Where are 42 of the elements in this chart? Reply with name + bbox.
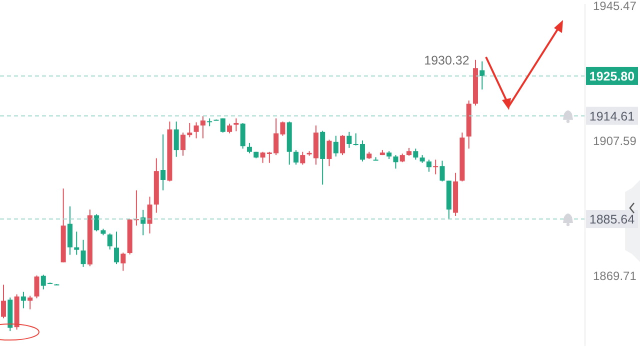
candlestick	[1, 284, 6, 319]
ref-line-label: 1914.61	[589, 109, 635, 124]
ref-line-label: 1885.64	[589, 212, 635, 227]
candlestick	[294, 150, 298, 166]
candlestick	[240, 122, 246, 150]
candlestick	[227, 123, 232, 134]
candlestick	[340, 134, 346, 156]
y-tick-label: 1907.59	[593, 134, 637, 148]
candlestick	[80, 239, 86, 268]
annotation: 1930.32	[424, 53, 470, 68]
candlestick	[480, 60, 485, 90]
candlestick	[120, 252, 126, 272]
candlestick	[346, 131, 352, 148]
candlestick	[147, 196, 152, 234]
candlestick	[160, 134, 166, 191]
candlestick	[413, 148, 418, 160]
candlestick	[246, 142, 252, 154]
candlestick	[67, 206, 72, 256]
candlestick	[393, 154, 398, 170]
candlestick	[326, 139, 332, 167]
candlestick	[74, 231, 80, 256]
y-tick-label: 1869.71	[593, 269, 637, 284]
candlestick	[426, 159, 432, 172]
candlestick	[20, 291, 26, 309]
candlestick	[107, 232, 112, 250]
candlestick	[220, 118, 226, 134]
candlestick	[28, 295, 33, 310]
candlestick	[433, 159, 438, 175]
candlestick	[234, 118, 239, 132]
candlestick	[94, 214, 100, 232]
candlestick	[440, 160, 445, 182]
candlestick	[300, 151, 306, 166]
candlestick	[140, 209, 146, 236]
candlestick	[373, 156, 378, 161]
y-tick-label: 1945.47	[593, 0, 637, 14]
candlestick	[34, 274, 40, 299]
candlestick	[194, 122, 199, 139]
candlestick	[114, 231, 120, 265]
candlestick	[200, 116, 206, 139]
ref-line-label: 1925.80	[589, 69, 635, 84]
candlestick	[333, 135, 338, 157]
candlestick	[174, 121, 179, 158]
